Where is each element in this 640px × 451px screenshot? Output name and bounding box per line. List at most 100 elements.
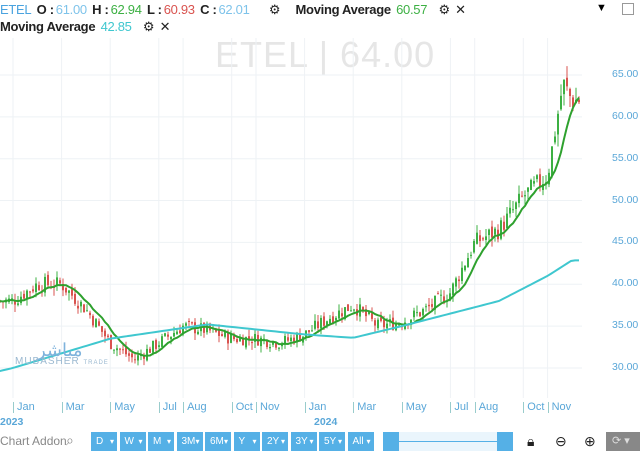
candle [362,307,364,311]
candle [476,232,478,244]
candle [185,323,187,326]
candle [269,346,271,349]
candle [188,320,190,322]
candle [272,341,274,345]
candle [341,313,343,317]
candle [368,312,370,314]
zoom-out-icon[interactable]: ⊖ [555,433,567,449]
candle [92,315,94,326]
candle [440,294,442,296]
candle [95,319,97,328]
ma2-gear-icon[interactable]: ⚙ [142,19,155,34]
chart-addon-input[interactable]: Chart Addon [0,434,67,448]
candle [452,283,454,296]
candle [386,323,388,329]
y-tick-label: 65.00 [612,68,639,80]
candle [59,280,61,284]
candle [275,342,277,348]
candle [149,348,151,353]
x-tick-label: Oct [231,402,253,413]
period-button-all[interactable]: All [347,432,374,451]
candle [578,99,580,103]
candle [170,336,172,340]
candle [155,340,157,349]
candle [419,312,421,317]
candle [134,359,136,361]
ma-long-line [0,259,579,372]
period-button-y[interactable]: Y [233,432,260,451]
candle [125,347,127,355]
x-tick-label: Jan [13,402,35,413]
period-button-3m[interactable]: 3M [176,432,203,451]
lock-icon[interactable]: 🔒︎ [527,433,535,449]
x-tick-label: Jul [158,402,177,413]
candle [524,195,526,197]
candle [485,236,487,240]
candle [29,291,31,293]
candle [503,221,505,230]
y-tick-label: 40.00 [612,277,639,290]
ma1-gear-icon[interactable]: ⚙ [438,2,450,17]
search-icon[interactable]: ⌕ [66,432,74,448]
candle [206,323,208,333]
y-tick-label: 35.00 [612,319,639,332]
period-button-3y[interactable]: 3Y [290,432,317,451]
candle [443,296,445,304]
candle [509,207,511,214]
open-value: 61.00 [55,2,87,17]
period-button-m[interactable]: M [148,432,174,451]
candle [494,228,496,235]
price-chart[interactable] [0,0,640,400]
candle [338,310,340,319]
gear-icon[interactable]: ⚙ [268,2,281,17]
y-tick-label: 50.00 [612,193,639,206]
symbol-label: ETEL [0,2,32,17]
range-handle-left[interactable] [383,432,399,451]
period-button-d[interactable]: D [91,432,117,451]
candle [323,316,325,326]
mubasher-logo: مباشر MUBASHER TRADE [15,340,109,367]
candle [467,258,469,268]
candle [284,336,286,344]
candle [557,113,559,135]
candle [416,312,418,314]
candle [353,309,355,311]
candle [176,331,178,335]
period-button-6m[interactable]: 6M [205,432,231,451]
range-handle-right[interactable] [497,432,513,451]
ma2-close-icon[interactable]: ✕ [159,19,171,34]
period-button-5y[interactable]: 5Y [319,432,345,451]
candle [533,181,535,184]
period-button-2y[interactable]: 2Y [262,432,288,451]
ma2-legend: Moving Average 42.85 ⚙ ✕ [0,19,172,35]
candle [221,334,223,336]
close-label: C : [200,2,217,17]
candle [122,349,124,351]
candle [479,235,481,242]
candle [218,329,220,336]
zoom-in-icon[interactable]: ⊕ [584,433,596,449]
candle [431,304,433,307]
candle [143,355,145,359]
candle [488,229,490,236]
candle [173,332,175,337]
y-tick-label: 45.00 [612,235,639,248]
x-tick-label: Mar [353,402,376,413]
refresh-button[interactable]: ⟳ ▾ [606,432,640,451]
period-button-w[interactable]: W [119,432,146,451]
year-label: 2023 [0,416,24,428]
candle [374,320,376,326]
candle [179,330,181,334]
candle [530,179,532,191]
candle [38,285,40,291]
candle [500,220,502,239]
ma1-close-icon[interactable]: ✕ [455,2,466,17]
maximize-icon[interactable] [622,3,634,15]
candle [278,347,280,349]
x-tick-label: Oct [523,402,544,413]
candle [461,267,463,282]
range-navigator[interactable] [383,432,513,451]
high-label: H : [92,2,109,17]
candle [68,290,70,293]
collapse-arrow-icon[interactable]: ▼ [596,2,607,14]
